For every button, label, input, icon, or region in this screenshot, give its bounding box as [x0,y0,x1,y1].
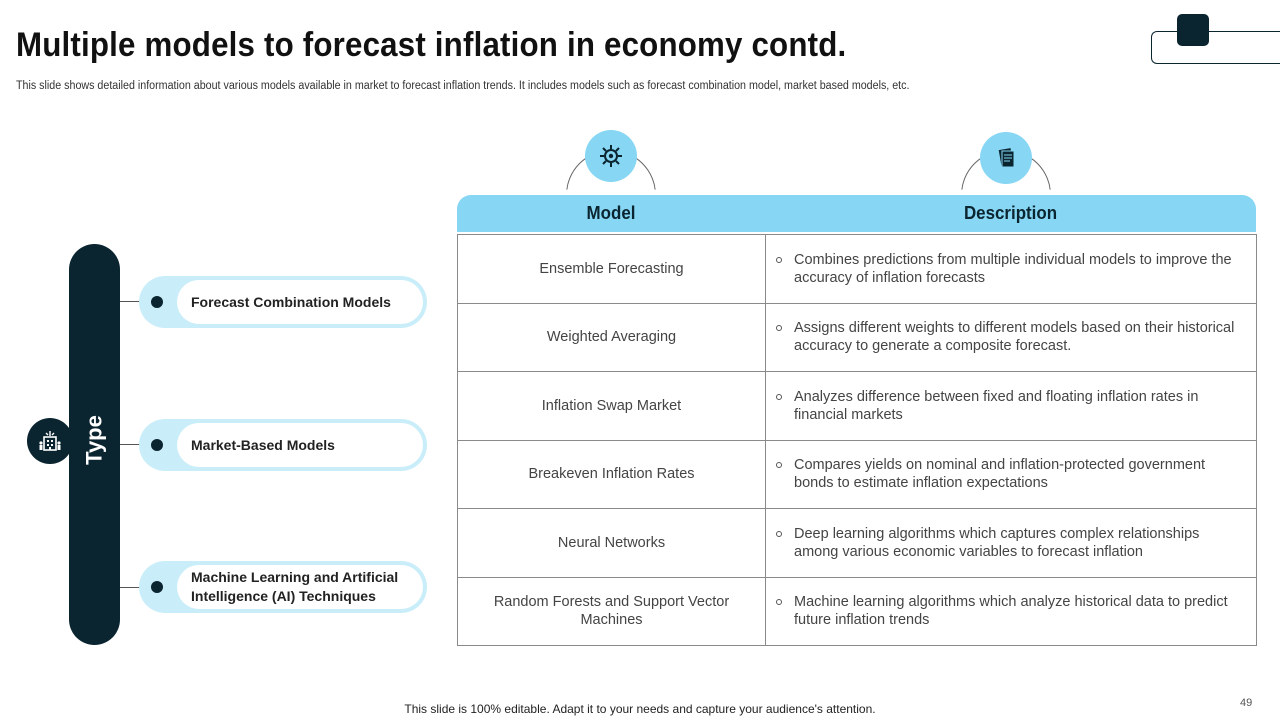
table-row: Ensemble Forecasting Combines prediction… [457,234,1257,304]
bullet-dot [151,296,163,308]
type-item-label: Forecast Combination Models [177,280,423,324]
bullet-dot [151,581,163,593]
model-description-cell: Combines predictions from multiple indiv… [765,234,1257,304]
model-name: Ensemble Forecasting [457,234,766,304]
table-row: Breakeven Inflation Rates Compares yield… [457,439,1257,509]
bullet-circle [776,393,782,400]
models-table: Ensemble Forecasting Combines prediction… [457,234,1257,646]
model-description-cell: Deep learning algorithms which captures … [765,508,1257,578]
column-header-model: Model [586,203,636,223]
model-description: Machine learning algorithms which analyz… [794,594,1228,629]
type-item-ml-ai: Machine Learning and Artificial Intellig… [139,561,427,613]
type-item-label: Machine Learning and Artificial Intellig… [177,565,423,609]
type-item-market-based: Market-Based Models [139,419,427,471]
model-description-cell: Analyzes difference between fixed and fl… [765,371,1257,441]
type-label: Type [81,415,107,465]
model-description-cell: Assigns different weights to different m… [765,302,1257,372]
bullet-circle [776,599,782,606]
model-description: Analyzes difference between fixed and fl… [794,388,1199,423]
model-name: Weighted Averaging [457,302,766,372]
gear-network-icon [585,130,637,182]
type-item-label: Market-Based Models [177,423,423,467]
bullet-circle [776,530,782,537]
model-name: Neural Networks [457,508,766,578]
model-description: Compares yields on nominal and inflation… [794,457,1206,492]
model-description-cell: Machine learning algorithms which analyz… [765,576,1257,646]
model-description: Deep learning algorithms which captures … [794,525,1200,560]
connector-line [120,301,142,302]
model-name: Inflation Swap Market [457,371,766,441]
page-title: Multiple models to forecast inflation in… [16,26,847,64]
table-header-bar [457,195,1256,232]
footer-note: This slide is 100% editable. Adapt it to… [404,702,876,716]
model-description: Assigns different weights to different m… [794,320,1235,355]
bullet-circle [776,325,782,332]
model-description-cell: Compares yields on nominal and inflation… [765,439,1257,509]
type-item-forecast-combination: Forecast Combination Models [139,276,427,328]
model-name: Random Forests and Support Vector Machin… [457,576,766,646]
documents-icon [980,132,1032,184]
connector-line [120,587,142,588]
bullet-circle [776,462,782,469]
bullet-circle [776,256,782,263]
decorative-frame [1151,31,1280,64]
type-bar [69,244,120,645]
page-subtitle: This slide shows detailed information ab… [16,80,910,92]
table-row: Inflation Swap Market Analyzes differenc… [457,371,1257,441]
decorative-square [1177,14,1209,46]
page-number: 49 [1240,697,1253,709]
table-row: Random Forests and Support Vector Machin… [457,576,1257,646]
column-header-description: Description [963,203,1058,223]
connector-line [120,444,142,445]
table-row: Weighted Averaging Assigns different wei… [457,302,1257,372]
bullet-dot [151,439,163,451]
model-description: Combines predictions from multiple indiv… [794,251,1232,286]
table-row: Neural Networks Deep learning algorithms… [457,508,1257,578]
model-name: Breakeven Inflation Rates [457,439,766,509]
building-people-icon [27,418,73,464]
